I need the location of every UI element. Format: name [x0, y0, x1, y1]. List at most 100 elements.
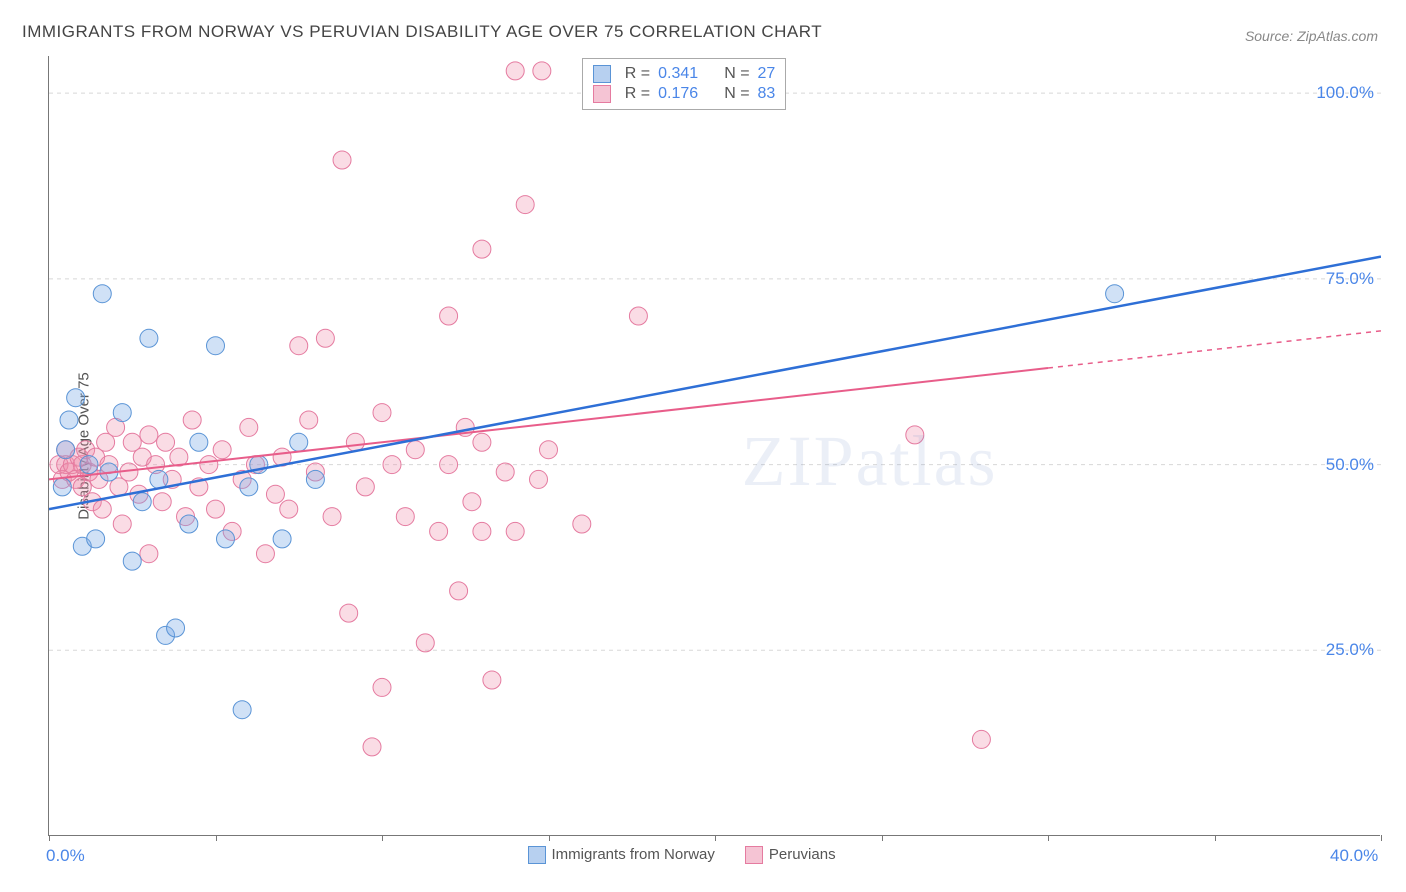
- blue-trendline: [49, 257, 1381, 510]
- r-value-blue: 0.341: [658, 65, 698, 83]
- legend-swatch-icon: [745, 846, 763, 864]
- pink-point: [383, 456, 401, 474]
- blue-point: [240, 478, 258, 496]
- blue-point: [207, 337, 225, 355]
- pink-point: [972, 730, 990, 748]
- legend-row-blue: R = 0.341 N = 27: [593, 65, 776, 83]
- x-axis-label-40: 40.0%: [1330, 846, 1378, 866]
- x-tick: [216, 835, 217, 841]
- pink-point: [200, 456, 218, 474]
- blue-point: [150, 470, 168, 488]
- blue-point: [180, 515, 198, 533]
- x-tick: [549, 835, 550, 841]
- pink-point: [213, 441, 231, 459]
- source-label: Source: ZipAtlas.com: [1245, 28, 1378, 44]
- pink-point: [496, 463, 514, 481]
- blue-swatch-icon: [593, 65, 611, 83]
- correlation-legend: R = 0.341 N = 27 R = 0.176 N = 83: [582, 58, 787, 110]
- pink-point: [183, 411, 201, 429]
- blue-point: [306, 470, 324, 488]
- pink-point: [290, 337, 308, 355]
- pink-point: [483, 671, 501, 689]
- x-tick: [882, 835, 883, 841]
- pink-point: [363, 738, 381, 756]
- blue-point: [93, 285, 111, 303]
- blue-point: [190, 433, 208, 451]
- series-legend: Immigrants from Norway Peruvians: [528, 846, 836, 864]
- pink-point: [140, 426, 158, 444]
- pink-swatch-icon: [593, 85, 611, 103]
- pink-point: [157, 433, 175, 451]
- x-tick: [1215, 835, 1216, 841]
- y-tick-label: 50.0%: [1326, 455, 1374, 475]
- pink-point: [373, 678, 391, 696]
- pink-point: [340, 604, 358, 622]
- pink-point: [323, 508, 341, 526]
- pink-point: [506, 62, 524, 80]
- scatter-plot-area: ZIPatlas R = 0.341 N = 27 R = 0.176 N = …: [48, 56, 1380, 836]
- pink-point: [440, 456, 458, 474]
- plot-svg: [49, 56, 1381, 836]
- legend-item: Immigrants from Norway: [528, 846, 715, 864]
- pink-point: [140, 545, 158, 563]
- n-label: N =: [724, 65, 749, 83]
- x-tick: [1381, 835, 1382, 841]
- pink-point: [207, 500, 225, 518]
- y-tick-label: 100.0%: [1316, 83, 1374, 103]
- r-label: R =: [625, 65, 650, 83]
- pink-point: [113, 515, 131, 533]
- y-tick-label: 75.0%: [1326, 269, 1374, 289]
- x-tick: [1048, 835, 1049, 841]
- pink-point: [300, 411, 318, 429]
- pink-point: [516, 196, 534, 214]
- blue-point: [123, 552, 141, 570]
- legend-label: Peruvians: [769, 846, 836, 863]
- pink-point: [533, 62, 551, 80]
- x-tick: [382, 835, 383, 841]
- x-tick: [49, 835, 50, 841]
- pink-point: [440, 307, 458, 325]
- pink-point: [333, 151, 351, 169]
- pink-point: [396, 508, 414, 526]
- legend-item: Peruvians: [745, 846, 836, 864]
- pink-point: [450, 582, 468, 600]
- blue-point: [57, 441, 75, 459]
- blue-point: [290, 433, 308, 451]
- blue-point: [67, 389, 85, 407]
- pink-point: [540, 441, 558, 459]
- blue-point: [80, 456, 98, 474]
- pink-point: [416, 634, 434, 652]
- pink-point: [463, 493, 481, 511]
- pink-point: [356, 478, 374, 496]
- legend-row-pink: R = 0.176 N = 83: [593, 85, 776, 103]
- pink-point: [430, 522, 448, 540]
- blue-point: [273, 530, 291, 548]
- pink-trendline-dashed: [1048, 331, 1381, 368]
- blue-point: [53, 478, 71, 496]
- blue-point: [233, 701, 251, 719]
- pink-point: [530, 470, 548, 488]
- pink-point: [256, 545, 274, 563]
- pink-point: [473, 433, 491, 451]
- blue-point: [140, 329, 158, 347]
- blue-point: [1106, 285, 1124, 303]
- chart-title: IMMIGRANTS FROM NORWAY VS PERUVIAN DISAB…: [22, 22, 822, 42]
- pink-point: [906, 426, 924, 444]
- legend-label: Immigrants from Norway: [552, 846, 715, 863]
- blue-point: [167, 619, 185, 637]
- pink-point: [473, 240, 491, 258]
- r-value-pink: 0.176: [658, 85, 698, 103]
- pink-point: [266, 485, 284, 503]
- n-value-pink: 83: [758, 85, 776, 103]
- legend-swatch-icon: [528, 846, 546, 864]
- x-tick: [715, 835, 716, 841]
- pink-point: [280, 500, 298, 518]
- pink-point: [573, 515, 591, 533]
- pink-point: [406, 441, 424, 459]
- n-value-blue: 27: [758, 65, 776, 83]
- blue-point: [113, 404, 131, 422]
- r-label: R =: [625, 85, 650, 103]
- pink-point: [373, 404, 391, 422]
- pink-point: [473, 522, 491, 540]
- pink-point: [316, 329, 334, 347]
